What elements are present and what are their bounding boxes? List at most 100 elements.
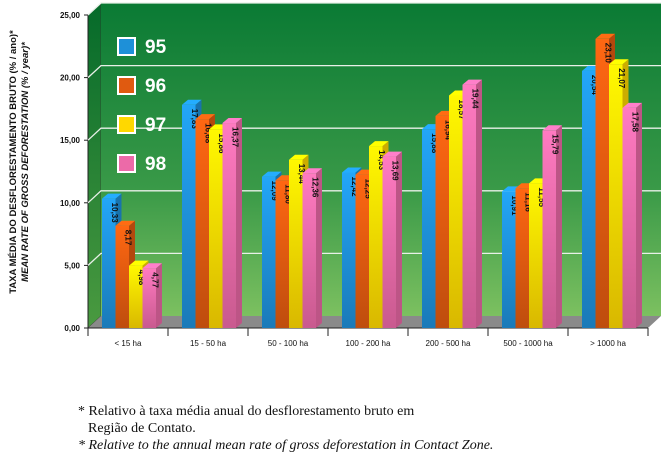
y-tick-label: 15,00 — [60, 136, 81, 145]
bar-96 — [515, 188, 529, 328]
y-tick-label: 0,00 — [64, 324, 80, 333]
data-label: 11,55 — [537, 187, 546, 207]
bar-top-98 — [382, 151, 402, 157]
data-label: 12,36 — [310, 177, 319, 198]
bar-95 — [102, 198, 116, 328]
bar-95 — [502, 191, 516, 328]
bar-side-98 — [156, 263, 162, 328]
bar-95 — [422, 129, 436, 328]
data-label: 4,77 — [150, 272, 159, 288]
bar-96 — [355, 174, 369, 328]
data-label: 13,69 — [390, 161, 399, 182]
bar-chart: 0,00 5,00 10,00 15,00 20,00 25,00 10,33 8,17 4,9… — [60, 2, 661, 348]
bar-side-98 — [396, 151, 402, 328]
bar-98 — [382, 156, 396, 328]
data-label: 20,54 — [590, 75, 599, 96]
data-label: 17,58 — [630, 112, 639, 133]
y-tick-label: 20,00 — [60, 74, 81, 83]
bar-95 — [182, 104, 196, 328]
data-label: 16,68 — [203, 123, 212, 144]
bar-97 — [609, 64, 623, 328]
bar-98 — [542, 130, 556, 328]
bar-95 — [342, 172, 356, 328]
bar-side-98 — [476, 79, 482, 328]
legend-label-96: 96 — [145, 76, 166, 97]
bar-top-98 — [462, 79, 482, 85]
x-tick-label: 500 - 1000 ha — [503, 339, 553, 348]
y-tick-label: 10,00 — [60, 199, 81, 208]
x-tick-label: 15 - 50 ha — [190, 339, 227, 348]
bar-top-98 — [302, 168, 322, 174]
bar-96 — [275, 180, 289, 328]
left-wall — [87, 2, 102, 329]
bar-96 — [435, 115, 449, 329]
bar-96 — [195, 119, 209, 328]
bar-top-98 — [142, 263, 162, 269]
data-label: 4,98 — [137, 270, 146, 286]
x-tick-label: 100 - 200 ha — [346, 339, 391, 348]
bar-top-95 — [102, 193, 122, 199]
x-tick-label: < 15 ha — [115, 339, 142, 348]
y-tick-label: 25,00 — [60, 11, 81, 20]
bar-top-98 — [222, 118, 242, 124]
data-label: 14,53 — [377, 150, 386, 171]
bar-top-97 — [129, 260, 149, 266]
legend-label-98: 98 — [145, 154, 166, 175]
data-label: 12,09 — [270, 181, 279, 202]
x-tick-label: > 1000 ha — [590, 339, 626, 348]
legend-label-95: 95 — [145, 37, 167, 58]
bar-98 — [302, 173, 316, 328]
bar-top-96 — [115, 220, 135, 226]
y-tick-label: 5,00 — [64, 261, 80, 270]
bar-98 — [222, 123, 236, 328]
bar-side-98 — [236, 118, 242, 328]
data-label: 10,33 — [110, 203, 119, 224]
x-tick-label: 50 - 100 ha — [268, 339, 309, 348]
legend-label-97: 97 — [145, 115, 166, 136]
data-label: 15,79 — [550, 134, 559, 155]
data-label: 12,25 — [363, 179, 372, 200]
data-label: 15,88 — [430, 133, 439, 154]
bar-95 — [582, 70, 596, 328]
gridline — [87, 64, 661, 79]
legend-swatch-98 — [117, 154, 136, 173]
bar-top-95 — [342, 167, 362, 173]
data-label: 13,44 — [297, 164, 306, 185]
data-label: 11,80 — [283, 184, 292, 204]
y-axis-title: TAXA MÉDIA DO DESFLORESTAMENTO BRUTO (% … — [8, 0, 32, 332]
legend-swatch-95 — [117, 37, 136, 56]
data-label: 21,07 — [617, 68, 626, 89]
data-label: 23,10 — [603, 43, 612, 64]
gridline — [87, 2, 661, 16]
footnote-en: * Relative to the annual mean rate of gr… — [78, 438, 494, 453]
data-label: 11,16 — [523, 192, 532, 212]
bar-98 — [142, 268, 156, 328]
bar-95 — [262, 176, 276, 328]
y-axis-title-pt: TAXA MÉDIA DO DESFLORESTAMENTO BRUTO (% … — [8, 30, 19, 294]
bar-97 — [369, 146, 383, 328]
bar-top-97 — [609, 59, 629, 65]
bar-97 — [449, 95, 463, 328]
bar-98 — [622, 107, 636, 328]
data-label: 16,94 — [443, 120, 452, 141]
data-label: 19,44 — [470, 89, 479, 110]
bar-top-97 — [369, 141, 389, 147]
footnote: * Relativo à taxa média anual do desflor… — [78, 403, 493, 454]
data-label: 8,17 — [123, 230, 132, 246]
bar-side-98 — [316, 168, 322, 328]
y-axis-title-en: MEAN RATE OF GROSS DEFORESTATION (% / ye… — [20, 42, 31, 282]
bar-top-95 — [262, 171, 282, 177]
bar-97 — [129, 265, 143, 328]
bar-97 — [209, 129, 223, 328]
data-label: 16,37 — [230, 127, 239, 148]
bar-top-97 — [289, 154, 309, 160]
bar-97 — [529, 183, 543, 328]
bar-top-96 — [195, 114, 215, 120]
footnote-pt-line1: * Relativo à taxa média anual do desflor… — [78, 404, 415, 419]
bar-top-98 — [622, 102, 642, 108]
data-label: 12,42 — [350, 177, 359, 198]
bar-top-98 — [542, 125, 562, 131]
bar-side-98 — [556, 125, 562, 328]
legend-swatch-96 — [117, 76, 136, 95]
